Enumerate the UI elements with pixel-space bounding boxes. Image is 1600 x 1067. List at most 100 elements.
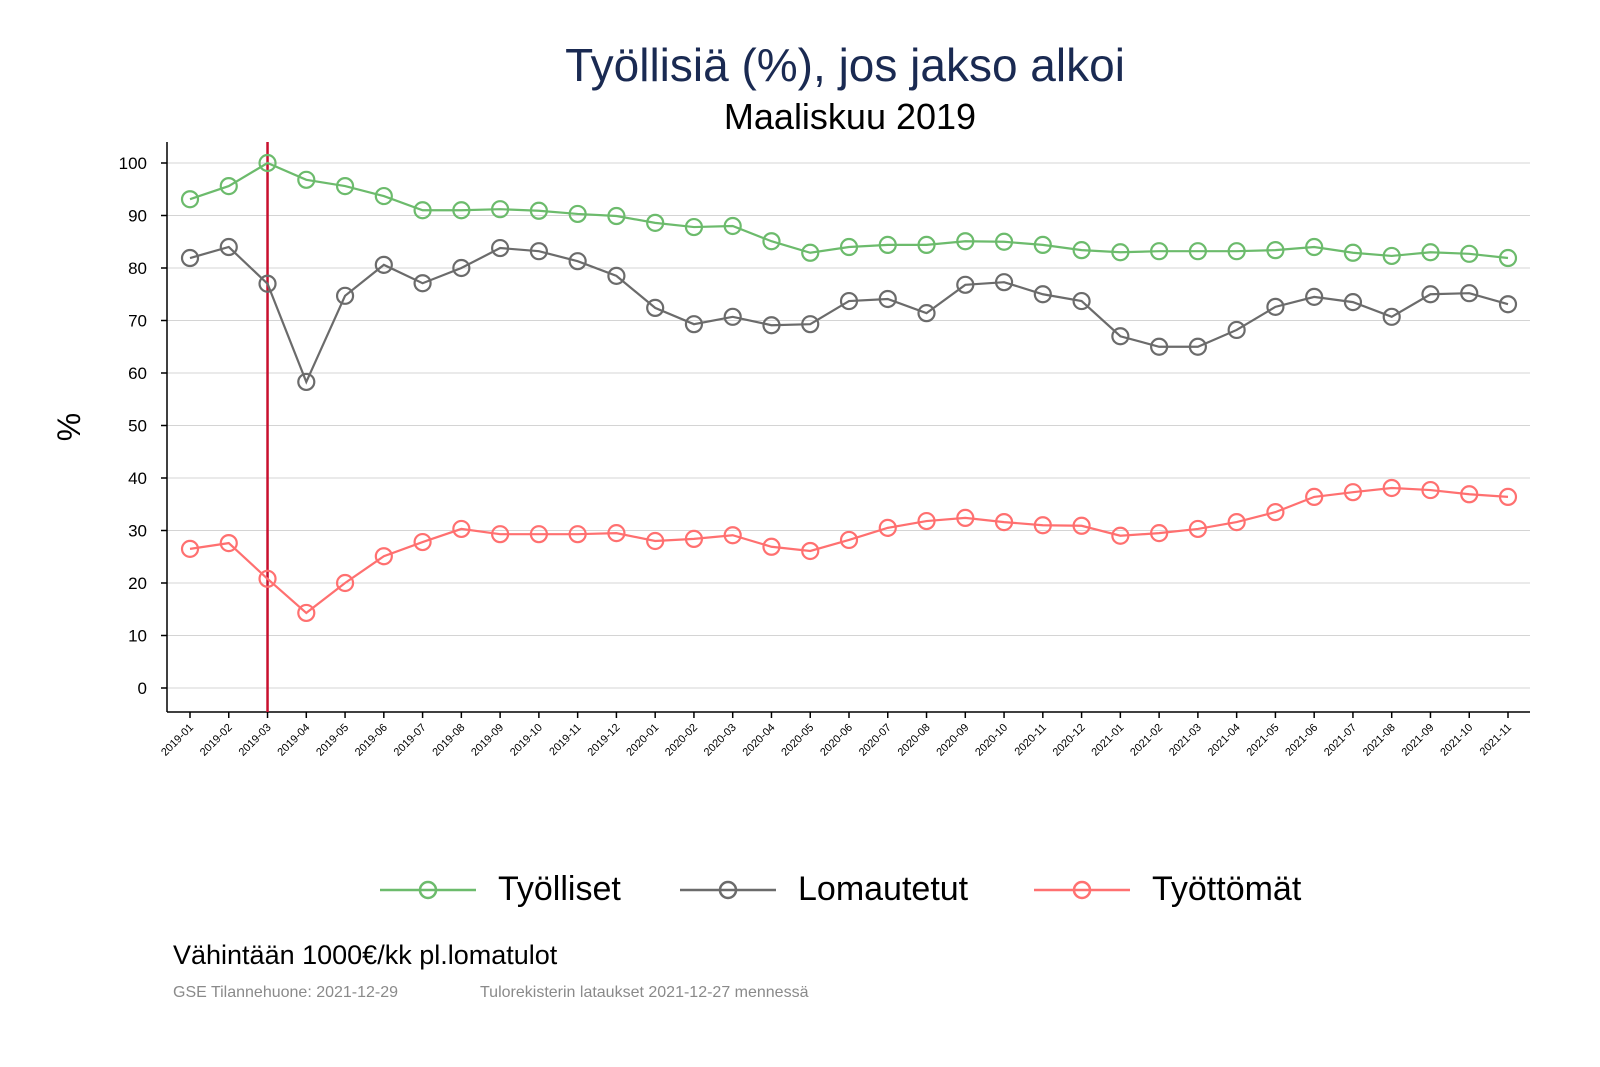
legend-item-tyolliset: Työlliset (380, 870, 621, 909)
data-point (374, 186, 393, 206)
x-tick-label: 2020-07 (857, 722, 894, 759)
x-tick-label: 2019-10 (508, 722, 545, 759)
data-point (1111, 526, 1130, 545)
data-point (413, 532, 432, 552)
x-tick-label: 2019-11 (547, 722, 583, 758)
data-point (452, 201, 471, 220)
data-point (878, 518, 897, 537)
y-tick-label: 20 (128, 574, 147, 593)
data-point (1305, 287, 1324, 306)
series-line-1 (189, 245, 1509, 385)
data-point (1343, 293, 1363, 312)
x-tick-label: 2019-01 (159, 722, 196, 759)
data-point (1072, 516, 1091, 535)
x-tick-label: 2020-03 (702, 722, 739, 759)
data-point (994, 512, 1014, 532)
data-point (335, 177, 355, 196)
x-tick-label: 2019-05 (314, 722, 351, 759)
y-tick-label: 0 (138, 679, 147, 698)
data-point (1072, 291, 1091, 311)
data-point (1421, 480, 1440, 500)
data-point (1498, 487, 1518, 506)
data-point (762, 232, 781, 251)
data-point (1343, 243, 1363, 262)
data-point (1150, 242, 1169, 261)
data-point (1072, 241, 1091, 260)
x-tick-label: 2019-08 (430, 722, 467, 759)
data-point (1033, 285, 1052, 304)
data-point (529, 201, 548, 220)
x-tick-label: 2021-05 (1244, 722, 1281, 759)
data-point (607, 524, 626, 543)
data-point (839, 237, 859, 257)
x-tick-label: 2021-03 (1167, 722, 1204, 759)
source-left: GSE Tilannehuone: 2021-12-29 (173, 984, 399, 1001)
x-tick-label: 2021-02 (1128, 722, 1165, 759)
data-point (1227, 242, 1246, 261)
x-tick-label: 2021-11 (1478, 722, 1514, 758)
y-axis-label: % (51, 413, 87, 441)
x-tick-label: 2021-09 (1400, 722, 1437, 759)
data-point (452, 519, 471, 539)
x-tick-label: 2020-10 (973, 722, 1010, 759)
data-point (994, 273, 1014, 292)
data-point (801, 243, 820, 262)
x-tick-label: 2020-01 (624, 722, 661, 759)
x-tick-label: 2019-12 (585, 722, 622, 759)
data-point (607, 266, 626, 285)
x-tick-label: 2021-07 (1322, 722, 1359, 759)
data-point (1266, 503, 1285, 522)
data-point (452, 258, 471, 278)
source-right: Tulorekisterin lataukset 2021-12-27 menn… (480, 984, 809, 1001)
y-tick-label: 10 (128, 627, 147, 646)
data-point (529, 525, 548, 544)
data-point (607, 206, 626, 226)
x-tick-label: 2020-05 (779, 722, 816, 759)
data-point (801, 541, 820, 561)
x-tick-label: 2021-08 (1361, 722, 1398, 759)
data-point (529, 242, 548, 261)
data-point (1498, 248, 1518, 268)
data-point (1150, 524, 1169, 543)
x-tick-label: 2020-09 (934, 722, 971, 759)
data-point (258, 153, 277, 173)
data-point (1460, 485, 1479, 504)
data-point (917, 511, 936, 531)
x-tick-label: 2019-04 (275, 722, 312, 759)
data-point (1227, 512, 1246, 532)
data-point (646, 531, 665, 551)
data-point (1305, 487, 1324, 506)
data-point (917, 304, 936, 323)
data-point (1305, 237, 1324, 257)
x-tick-label: 2020-12 (1051, 722, 1088, 759)
data-point (762, 316, 781, 335)
data-point (723, 216, 742, 236)
data-point (839, 530, 859, 550)
data-point (258, 569, 277, 588)
data-point (1033, 516, 1052, 535)
legend-marker-icon (680, 880, 776, 899)
data-point (1188, 519, 1207, 539)
data-point (1266, 297, 1285, 316)
x-tick-label: 2020-04 (741, 722, 778, 759)
series-line-2 (189, 486, 1509, 615)
data-point (956, 275, 975, 294)
y-tick-label: 50 (128, 417, 147, 436)
y-tick-label: 70 (128, 312, 147, 331)
data-point (1382, 307, 1401, 326)
data-point (180, 248, 200, 268)
chart-title: Työllisiä (%), jos jakso alkoi (565, 39, 1125, 91)
data-point (491, 238, 510, 258)
data-point (1188, 337, 1207, 356)
data-point (219, 177, 238, 196)
data-point (297, 603, 316, 623)
y-tick-label: 100 (119, 154, 147, 173)
x-tick-label: 2019-07 (392, 722, 429, 759)
data-point (1460, 284, 1479, 303)
data-point (878, 235, 897, 254)
data-point (568, 204, 587, 224)
data-point (1188, 242, 1207, 261)
chart-subtitle: Maaliskuu 2019 (723, 96, 977, 137)
x-tick-label: 2020-06 (818, 722, 855, 759)
